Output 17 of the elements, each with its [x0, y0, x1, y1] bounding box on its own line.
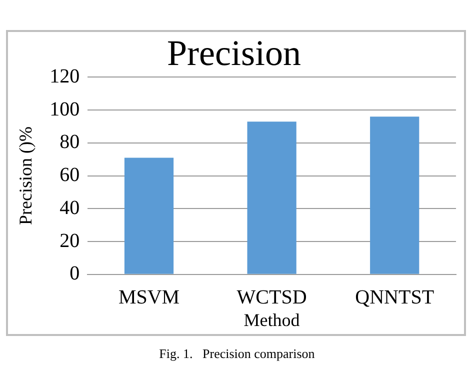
bar [124, 158, 174, 274]
y-tick-label: 100 [50, 98, 80, 120]
chart-title: Precision [167, 33, 301, 74]
x-tick-label: WCTSD [236, 286, 307, 309]
y-tick-label: 40 [60, 196, 80, 219]
y-tick-label: 20 [60, 230, 80, 252]
bar [247, 122, 296, 274]
y-tick-label: 80 [60, 131, 80, 154]
x-axis-title: Method [244, 310, 300, 330]
x-tick-label: MSVM [118, 286, 180, 309]
bar [370, 116, 420, 274]
y-tick-label: 0 [70, 262, 80, 285]
caption: Fig. 1. Precision comparison [158, 346, 316, 362]
y-tick-label: 60 [60, 164, 80, 186]
y-tick-label: 120 [50, 65, 80, 88]
y-axis-title: Precision ()% [16, 126, 36, 226]
x-tick-label: QNNTST [355, 286, 434, 309]
